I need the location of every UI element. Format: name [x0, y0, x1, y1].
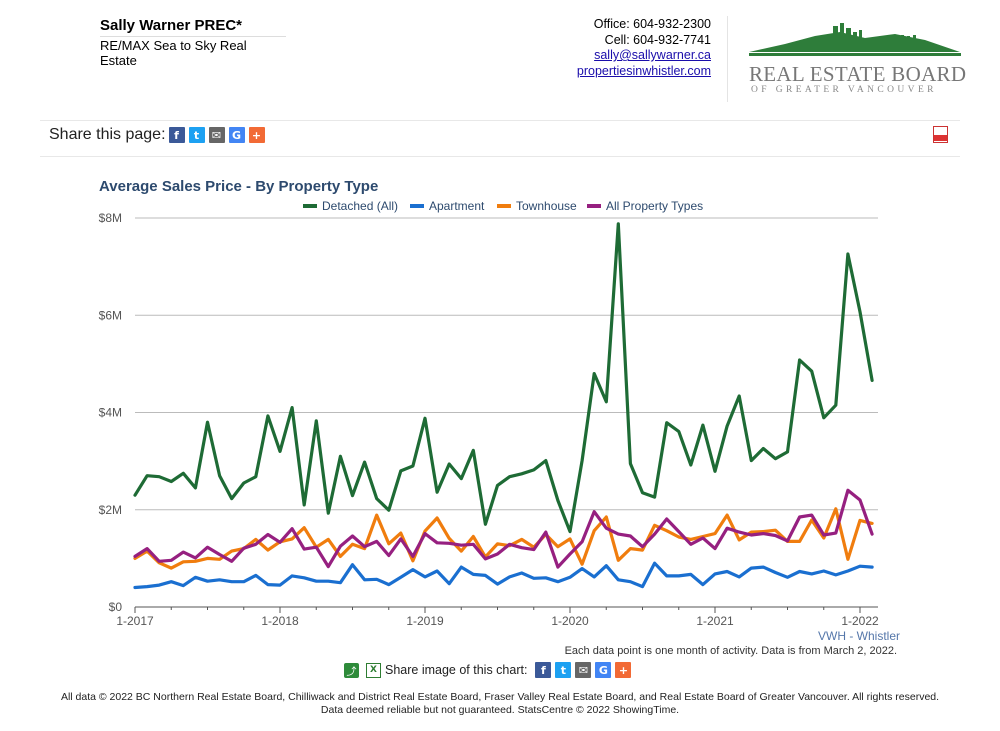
- x-tick-label: 1-2018: [261, 614, 299, 628]
- series-line-apartment: [133, 561, 874, 590]
- pdf-icon[interactable]: [933, 126, 948, 143]
- chart-share-bar: ⤴ X Share image of this chart: f t ✉ G +: [344, 661, 635, 679]
- facebook-icon[interactable]: f: [168, 127, 185, 143]
- share-bar: Share this page: f t ✉ G +: [49, 125, 269, 145]
- legend-label: Apartment: [429, 199, 485, 213]
- share-label: Share this page:: [49, 126, 166, 143]
- series-line-all-property-types: [133, 488, 874, 569]
- y-tick-label: $8M: [99, 211, 122, 225]
- chart-title: Average Sales Price - By Property Type: [99, 178, 379, 195]
- board-logo: REAL ESTATE BOARD OF GREATER VANCOUVER: [745, 22, 967, 102]
- y-tick-label: $2M: [99, 503, 122, 517]
- agent-company: RE/MAX Sea to Sky Real Estate: [100, 36, 286, 68]
- x-tick-label: 1-2021: [696, 614, 734, 628]
- excel-icon[interactable]: X: [366, 662, 381, 678]
- plus-icon[interactable]: +: [615, 662, 632, 678]
- skyline-logo-icon: [749, 23, 961, 56]
- region-label: VWH - Whistler: [818, 629, 900, 643]
- email-icon[interactable]: ✉: [208, 127, 225, 143]
- line-chart: $0 $2M $4M $6M $8M 1-2017 1-2018 1-2019 1-2020 1-…: [99, 199, 879, 628]
- legend-label: All Property Types: [606, 199, 703, 213]
- divider-top: [40, 120, 960, 121]
- facebook-icon[interactable]: f: [535, 662, 552, 678]
- series-line-detached-all: [133, 222, 874, 534]
- google-icon[interactable]: G: [595, 662, 612, 678]
- header-divider: [727, 16, 728, 102]
- footer: All data © 2022 BC Northern Real Estate …: [0, 691, 1000, 716]
- twitter-icon[interactable]: t: [188, 127, 205, 143]
- office-phone: Office: 604-932-2300: [593, 17, 711, 31]
- y-tick-label: $0: [109, 600, 123, 614]
- legend-label: Detached (All): [322, 199, 398, 213]
- cell-phone: Cell: 604-932-7741: [604, 32, 711, 47]
- logo-subtitle: OF GREATER VANCOUVER: [751, 85, 937, 95]
- data-note: Each data point is one month of activity…: [564, 645, 897, 657]
- contact-info: Office: 604-932-2300 Cell: 604-932-7741 …: [577, 17, 711, 79]
- logo-title: REAL ESTATE BOARD: [749, 62, 967, 86]
- footer-disclaimer: Data deemed reliable but not guaranteed.…: [320, 703, 680, 716]
- series-line-townhouse: [133, 507, 874, 570]
- twitter-icon[interactable]: t: [555, 662, 572, 678]
- divider-share: [40, 156, 960, 157]
- footer-copyright: All data © 2022 BC Northern Real Estate …: [60, 691, 940, 703]
- agent-name: Sally Warner PREC*: [100, 17, 242, 34]
- x-tick-label: 1-2017: [116, 614, 154, 628]
- y-tick-label: $6M: [99, 308, 122, 322]
- x-tick-label: 1-2020: [551, 614, 589, 628]
- page-header: Sally Warner PREC* RE/MAX Sea to Sky Rea…: [0, 0, 1000, 118]
- legend-label: Townhouse: [516, 199, 577, 213]
- plus-icon[interactable]: +: [248, 127, 265, 143]
- google-icon[interactable]: G: [228, 127, 245, 143]
- chart-share-label: Share image of this chart:: [385, 663, 528, 677]
- y-tick-label: $4M: [99, 406, 122, 420]
- share-chart-icon[interactable]: ⤴: [344, 662, 359, 678]
- email-link[interactable]: sally@sallywarner.ca: [594, 48, 711, 62]
- x-tick-label: 1-2022: [841, 614, 879, 628]
- x-tick-label: 1-2019: [406, 614, 444, 628]
- email-icon[interactable]: ✉: [575, 662, 592, 678]
- website-link[interactable]: propertiesinwhistler.com: [576, 63, 711, 78]
